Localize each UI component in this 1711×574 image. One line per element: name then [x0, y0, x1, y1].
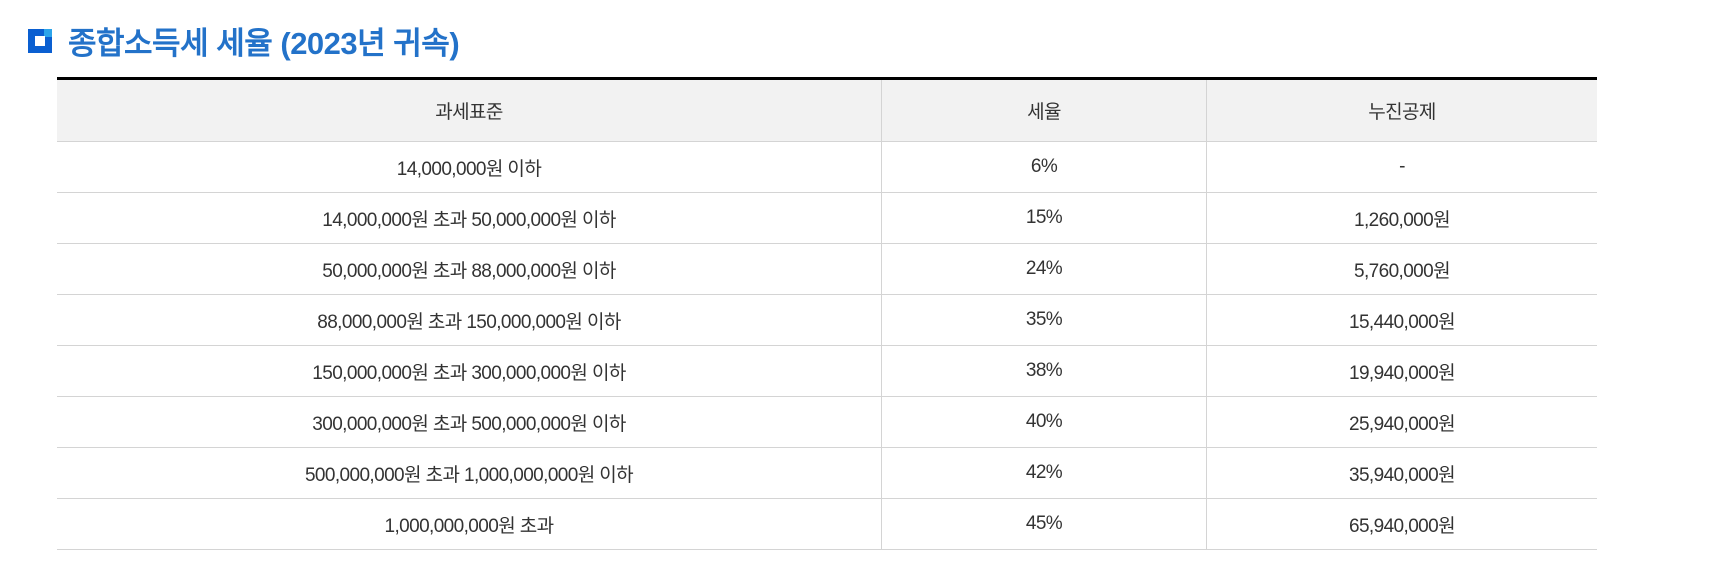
table-row: 1,000,000,000원 초과 45% 65,940,000원 — [57, 498, 1597, 550]
cell-progressive-deduction: 15,440,000원 — [1206, 294, 1597, 346]
table-header-row: 과세표준 세율 누진공제 — [57, 78, 1597, 142]
cell-progressive-deduction: 35,940,000원 — [1206, 447, 1597, 499]
cell-tax-base: 150,000,000원 초과 300,000,000원 이하 — [57, 345, 882, 397]
cell-tax-rate: 38% — [881, 345, 1207, 397]
table-row: 14,000,000원 이하 6% - — [57, 141, 1597, 193]
cell-tax-rate: 42% — [881, 447, 1207, 499]
table-row: 14,000,000원 초과 50,000,000원 이하 15% 1,260,00… — [57, 192, 1597, 244]
header-tax-base: 과세표준 — [57, 78, 882, 142]
cell-tax-base: 50,000,000원 초과 88,000,000원 이하 — [57, 243, 882, 295]
section-heading: 종합소득세 세율 (2023년 귀속) — [28, 18, 460, 63]
table-row: 88,000,000원 초과 150,000,000원 이하 35% 15,440,… — [57, 294, 1597, 346]
header-tax-rate: 세율 — [881, 78, 1207, 142]
cell-tax-base: 300,000,000원 초과 500,000,000원 이하 — [57, 396, 882, 448]
cell-tax-base: 88,000,000원 초과 150,000,000원 이하 — [57, 294, 882, 346]
cell-tax-rate: 24% — [881, 243, 1207, 295]
cell-progressive-deduction: 19,940,000원 — [1206, 345, 1597, 397]
tax-rate-table: 과세표준 세율 누진공제 14,000,000원 이하 6% -14,000,000… — [57, 77, 1597, 550]
cell-progressive-deduction: 1,260,000원 — [1206, 192, 1597, 244]
cell-tax-rate: 6% — [881, 141, 1207, 193]
cell-progressive-deduction: 5,760,000원 — [1206, 243, 1597, 295]
table-row: 150,000,000원 초과 300,000,000원 이하 38% 19,940… — [57, 345, 1597, 397]
cell-tax-base: 14,000,000원 이하 — [57, 141, 882, 193]
page-title: 종합소득세 세율 (2023년 귀속) — [68, 26, 460, 61]
square-bullet-icon — [28, 28, 52, 53]
table-row: 500,000,000원 초과 1,000,000,000원 이하 42% 35,9… — [57, 447, 1597, 499]
cell-tax-rate: 40% — [881, 396, 1207, 448]
table-row: 300,000,000원 초과 500,000,000원 이하 40% 25,940… — [57, 396, 1597, 448]
cell-progressive-deduction: - — [1206, 141, 1597, 193]
cell-progressive-deduction: 25,940,000원 — [1206, 396, 1597, 448]
cell-tax-rate: 15% — [881, 192, 1207, 244]
cell-tax-rate: 35% — [881, 294, 1207, 346]
cell-tax-rate: 45% — [881, 498, 1207, 550]
cell-tax-base: 14,000,000원 초과 50,000,000원 이하 — [57, 192, 882, 244]
cell-tax-base: 500,000,000원 초과 1,000,000,000원 이하 — [57, 447, 882, 499]
table-row: 50,000,000원 초과 88,000,000원 이하 24% 5,760,00… — [57, 243, 1597, 295]
cell-tax-base: 1,000,000,000원 초과 — [57, 498, 882, 550]
header-progressive-deduction: 누진공제 — [1206, 78, 1597, 142]
cell-progressive-deduction: 65,940,000원 — [1206, 498, 1597, 550]
